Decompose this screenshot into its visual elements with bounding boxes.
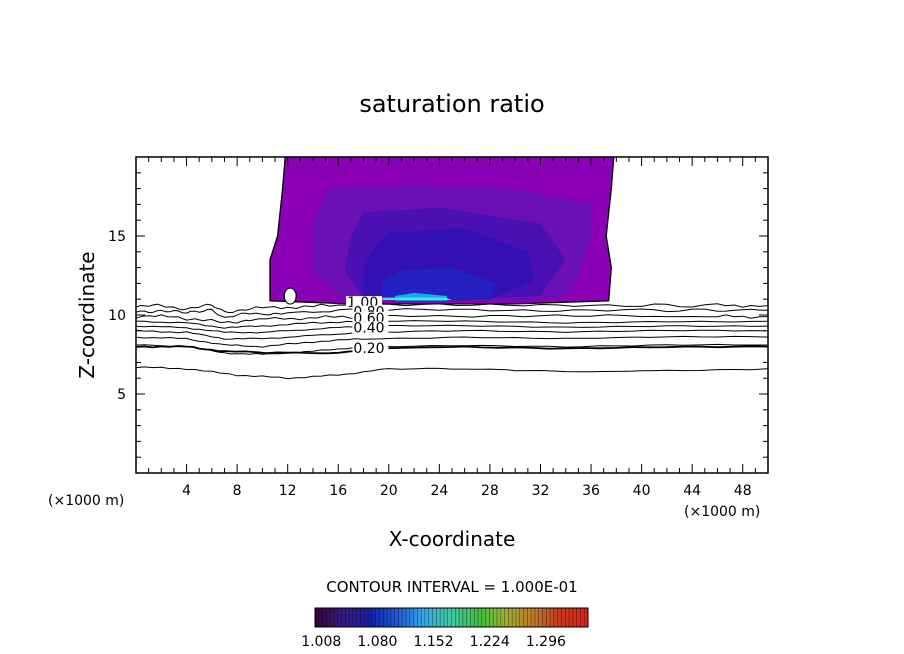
contour-label: 0.20 [353,341,384,357]
supersaturated-region-1.17 [382,297,452,300]
y-tick-label: 5 [117,387,126,403]
contour-line-0.8 [135,314,769,324]
supersaturated-regions [269,156,615,305]
colorbar-stripes [318,608,585,627]
contour-line-1 [135,303,769,314]
dry-hole [283,287,297,305]
supersaturated-region-1.11 [382,267,497,301]
colorbar-tick-label: 1.296 [526,634,566,650]
subsaturated-contours [135,303,769,380]
x-tick-label: 4 [182,483,191,499]
plot-area: 1.000.800.600.400.20 4812162024283236404… [108,156,769,499]
contour-label: 0.40 [353,320,384,336]
contour-label-bg [352,311,389,324]
colorbar-frame [314,607,589,628]
contour-line-0.7 [135,320,769,329]
colorbar-tick-label: 1.224 [470,634,510,650]
x-tick-label: 44 [683,483,701,499]
colorbar-tick-label: 1.008 [301,634,341,650]
contour-interval: CONTOUR INTERVAL = 1.000E-01 [326,578,577,596]
x-tick-label: 8 [233,483,242,499]
x-tick-label: 24 [430,483,448,499]
contour-label-bg [352,341,389,354]
contour-label-bg [352,321,389,334]
y-tick-label: 15 [108,229,126,245]
x-tick-label: 40 [633,483,651,499]
x-tick-label: 36 [582,483,600,499]
contour-label-bg [346,296,383,309]
y-tick-label: 10 [108,308,126,324]
colorbar-tick-label: 1.080 [357,634,397,650]
chart-title: saturation ratio [359,90,544,118]
x-axis-label: X-coordinate [389,527,516,551]
x-unit-right: (×1000 m) [684,504,760,520]
colorbar-labels: 1.008 1.080 1.152 1.224 1.296 [301,634,566,650]
contour-line-0.1 [135,366,769,380]
contour-line-0.6 [135,324,769,334]
x-tick-label: 20 [380,483,398,499]
colorbar-tick-label: 1.152 [414,634,454,650]
x-unit-left: (×1000 m) [48,493,124,509]
x-tick-label: 28 [481,483,499,499]
x-tick-label: 16 [329,483,347,499]
contour-line-0.4 [135,335,769,348]
x-tick-label: 32 [532,483,550,499]
x-tick-label: 48 [734,483,752,499]
colorbar: 1.008 1.080 1.152 1.224 1.296 [301,607,589,650]
x-tick-label: 12 [279,483,297,499]
contour-line-0.5 [135,329,769,340]
contour-labels: 1.000.800.600.400.20 [346,295,389,357]
contour-line-0.9 [135,308,769,318]
y-axis-label: Z-coordinate [75,251,99,378]
